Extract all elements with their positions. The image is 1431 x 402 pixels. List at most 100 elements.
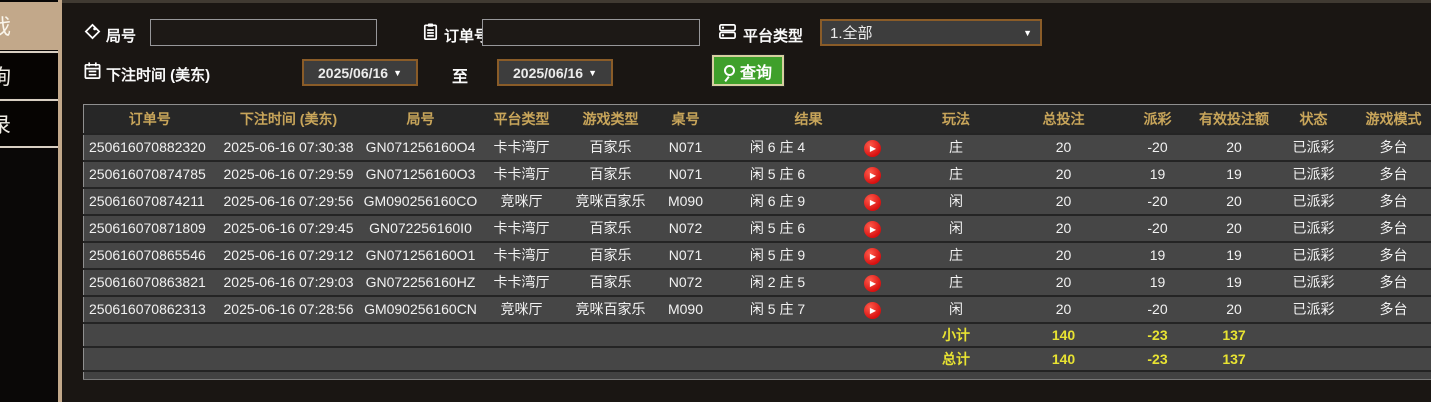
cell-game-mode: 多台 (1355, 267, 1431, 296)
cell-status: 已派彩 (1271, 159, 1356, 188)
table-row[interactable]: 250616070865546 2025-06-16 07:29:12 GN07… (83, 240, 1431, 269)
cell-replay: ▶ (841, 159, 904, 188)
table-row[interactable]: 250616070863821 2025-06-16 07:29:03 GN07… (83, 267, 1431, 296)
cell-table-number: N071 (657, 159, 714, 188)
cell-order-number: 250616070874785 (83, 159, 216, 188)
cell-payout: -20 (1118, 186, 1197, 215)
table-row[interactable]: 250616070862313 2025-06-16 07:28:56 GM09… (83, 294, 1431, 323)
cell-table-number: M090 (657, 186, 714, 215)
table-filler-row (83, 369, 1431, 380)
replay-play-icon[interactable]: ▶ (864, 139, 881, 157)
sidebar-tab-record[interactable]: 录 (0, 102, 58, 146)
summary-row: 小计 140 -23 137 (83, 321, 1431, 347)
replay-play-icon[interactable]: ▶ (864, 193, 881, 211)
platform-type-label: 平台类型 (743, 28, 804, 45)
cell-order-number: 250616070874211 (83, 186, 216, 215)
cell-play-type: 庄 (903, 132, 1009, 161)
cell-game-mode: 多台 (1355, 240, 1431, 269)
cell-status: 已派彩 (1271, 240, 1356, 269)
cell-game-mode: 多台 (1355, 132, 1431, 161)
cell-bet-time: 2025-06-16 07:29:59 (215, 159, 362, 188)
cell-total-bet: 20 (1008, 186, 1119, 215)
sidebar-divider (58, 0, 62, 402)
search-button[interactable]: 查询 (712, 55, 785, 86)
date-from-value: 2025/06/16 (318, 64, 389, 81)
table-row[interactable]: 250616070882320 2025-06-16 07:30:38 GN07… (83, 132, 1431, 161)
cell-total-bet: 20 (1008, 267, 1119, 296)
column-header: 总投注 (1008, 104, 1119, 134)
cell-bet-time: 2025-06-16 07:28:56 (215, 294, 362, 323)
cell-replay: ▶ (841, 294, 904, 323)
replay-play-icon[interactable]: ▶ (864, 247, 881, 265)
cell-platform-type: 卡卡湾厅 (479, 267, 564, 296)
replay-play-icon[interactable]: ▶ (864, 301, 881, 319)
date-to-value: 2025/06/16 (513, 64, 584, 81)
summary-valid-bet: 137 (1196, 321, 1272, 347)
cell-total-bet: 20 (1008, 294, 1119, 323)
cell-round-number: GN071256160O4 (361, 132, 480, 161)
cell-game-type: 百家乐 (563, 213, 658, 242)
round-number-input[interactable] (150, 19, 377, 46)
replay-play-icon[interactable]: ▶ (864, 274, 881, 292)
cell-game-type: 百家乐 (563, 132, 658, 161)
cell-game-mode: 多台 (1355, 213, 1431, 242)
cell-bet-time: 2025-06-16 07:29:03 (215, 267, 362, 296)
sidebar-tab-label: 录 (0, 114, 11, 137)
cell-replay: ▶ (841, 186, 904, 215)
cell-valid-bet: 19 (1196, 267, 1272, 296)
order-number-input[interactable] (482, 19, 700, 46)
cell-game-mode: 多台 (1355, 294, 1431, 323)
summary-valid-bet: 137 (1196, 345, 1272, 371)
table-row[interactable]: 250616070871809 2025-06-16 07:29:45 GN07… (83, 213, 1431, 242)
sidebar-separator (0, 146, 58, 148)
cell-round-number: GM090256160CN (361, 294, 480, 323)
dropdown-arrow-icon: ▼ (1023, 27, 1032, 38)
summary-label: 小计 (903, 321, 1009, 347)
cell-play-type: 庄 (903, 267, 1009, 296)
cell-result: 闲 5 庄 6 (713, 213, 842, 242)
cell-play-type: 庄 (903, 240, 1009, 269)
platform-type-select[interactable]: 1.全部 ▼ (820, 19, 1042, 46)
cell-order-number: 250616070863821 (83, 267, 216, 296)
cell-payout: 19 (1118, 159, 1197, 188)
cell-status: 已派彩 (1271, 186, 1356, 215)
cell-result: 闲 5 庄 7 (713, 294, 842, 323)
sidebar-tab-query[interactable]: 询 (0, 54, 58, 98)
cell-total-bet: 20 (1008, 159, 1119, 188)
cell-result: 闲 5 庄 9 (713, 240, 842, 269)
cell-platform-type: 卡卡湾厅 (479, 132, 564, 161)
summary-total-bet: 140 (1008, 345, 1119, 371)
cell-payout: 19 (1118, 240, 1197, 269)
replay-play-icon[interactable]: ▶ (864, 220, 881, 238)
cell-result: 闲 5 庄 6 (713, 159, 842, 188)
replay-play-icon[interactable]: ▶ (864, 166, 881, 184)
cell-result: 闲 2 庄 5 (713, 267, 842, 296)
sidebar-separator (0, 51, 58, 53)
cell-valid-bet: 19 (1196, 240, 1272, 269)
column-header: 桌号 (657, 104, 714, 134)
search-icon (724, 65, 735, 76)
cell-replay: ▶ (841, 132, 904, 161)
cell-payout: -20 (1118, 294, 1197, 323)
cell-payout: -20 (1118, 213, 1197, 242)
cell-bet-time: 2025-06-16 07:29:45 (215, 213, 362, 242)
order-number-label: 订单号 (444, 28, 490, 45)
cell-play-type: 闲 (903, 294, 1009, 323)
cell-play-type: 庄 (903, 159, 1009, 188)
date-from-select[interactable]: 2025/06/16 ▼ (302, 59, 418, 86)
summary-label: 总计 (903, 345, 1009, 371)
column-header: 派彩 (1118, 104, 1197, 134)
sidebar-tab-label: 询 (0, 66, 11, 89)
cell-total-bet: 20 (1008, 213, 1119, 242)
summary-total-bet: 140 (1008, 321, 1119, 347)
sidebar-tab-game[interactable]: 戏 (0, 2, 62, 50)
bet-records-table: 订单号 下注时间 (美东) 局号 平台类型 游戏类型 桌号 结果 玩法 总投注 派彩 有效投注额 状态… (83, 104, 1431, 380)
date-to-select[interactable]: 2025/06/16 ▼ (497, 59, 613, 86)
cell-play-type: 闲 (903, 213, 1009, 242)
cell-result: 闲 6 庄 4 (713, 132, 842, 161)
table-row[interactable]: 250616070874785 2025-06-16 07:29:59 GN07… (83, 159, 1431, 188)
table-row[interactable]: 250616070874211 2025-06-16 07:29:56 GM09… (83, 186, 1431, 215)
search-button-label: 查询 (740, 64, 773, 82)
round-number-label: 局号 (106, 28, 137, 45)
cell-replay: ▶ (841, 240, 904, 269)
